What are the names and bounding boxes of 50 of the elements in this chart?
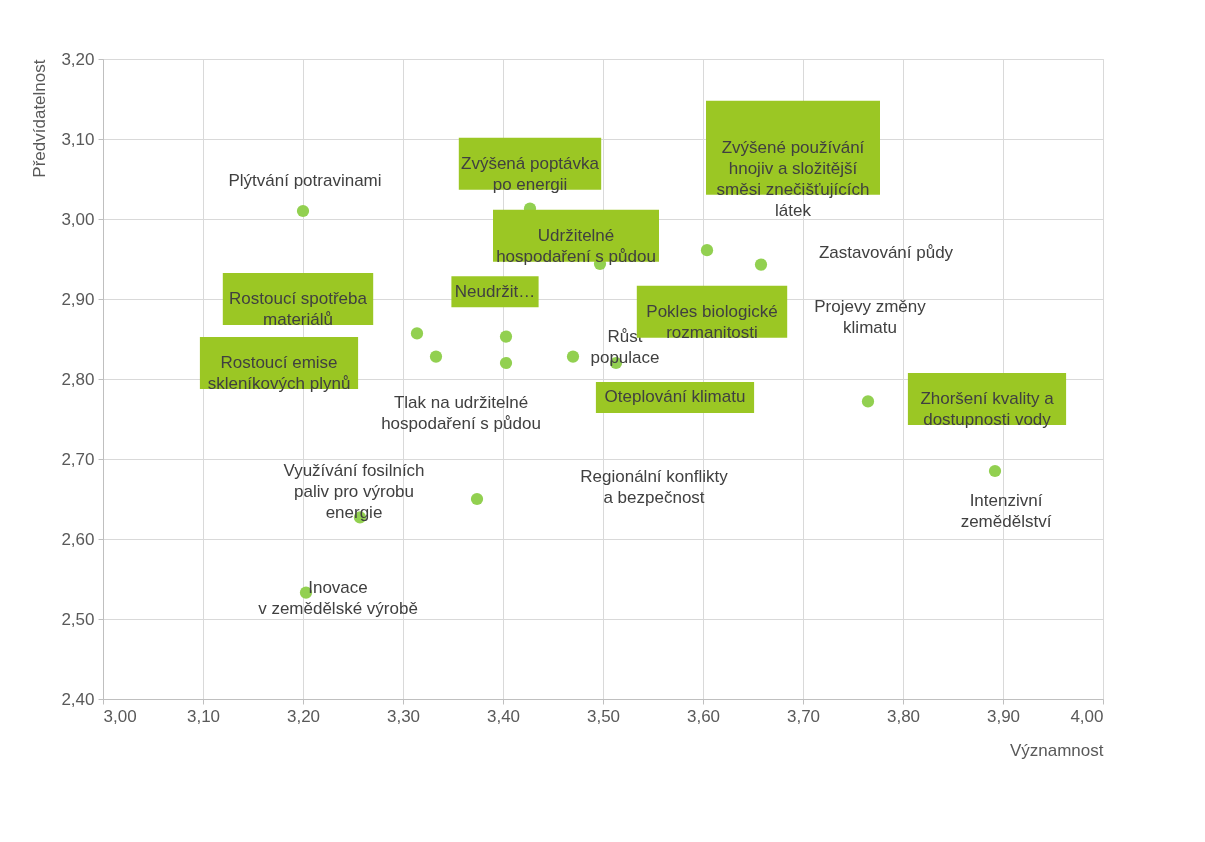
x-axis-title: Významnost (1009, 740, 1104, 760)
annotation: Zhoršení kvality a dostupnosti vody (920, 389, 1055, 429)
point (470, 492, 484, 506)
annotation: Udržitelné hospodaření s půdou (496, 225, 656, 266)
y-tick-label: 2,70 (61, 449, 95, 469)
x-tick-label: 3,90 (986, 706, 1021, 726)
point (296, 204, 310, 218)
annotation: Zastavování půdy (818, 243, 954, 263)
x-tick-label: 3,70 (786, 706, 821, 726)
y-tick-label: 2,50 (61, 609, 95, 629)
x-tick-label: 3,10 (186, 706, 221, 726)
point (499, 356, 513, 370)
point (429, 350, 443, 363)
x-tick-label: 3,40 (486, 706, 521, 726)
annotation: Neudržit… (454, 281, 536, 301)
annotation: Využívání fosilních paliv pro výrobu energie (283, 461, 425, 522)
x-tick-label: 3,30 (386, 706, 421, 726)
annotation: Pokles biologické rozmanitosti (646, 301, 778, 342)
annotation: Zvýšená poptávka po energii (461, 153, 600, 194)
point (499, 330, 513, 343)
y-tick-label: 3,00 (61, 209, 95, 229)
y-tick-label: 2,40 (61, 689, 95, 709)
annotation: Plýtvání potravinami (228, 171, 382, 191)
annotation: Inovace v zemědělské výrobě (258, 577, 418, 618)
point (988, 464, 1002, 478)
x-tick-label: 3,20 (286, 706, 321, 726)
annotation: Projevy změny klimatu (814, 297, 927, 337)
y-tick-label: 3,10 (61, 129, 95, 149)
annotation: Zvýšené používání hnojiv a složitější směsi znečišťujících látek (716, 137, 870, 220)
annotation: Rostoucí spotřeba materiálů (229, 289, 368, 329)
x-tick-label: 3,50 (586, 706, 621, 726)
x-tick-label: 3,60 (686, 706, 721, 726)
y-tick-label: 2,80 (61, 369, 95, 389)
annotation: Regionální konflikty a bezpečnost (580, 467, 729, 508)
y-axis-title: Předvídatelnost (30, 59, 50, 178)
y-tick-label: 2,60 (61, 529, 95, 549)
annotation: Rostoucí emise skleníkových plynů (207, 353, 351, 393)
point (700, 244, 714, 257)
point (566, 350, 580, 363)
annotation: Intenzivní zemědělství (960, 491, 1052, 532)
point (410, 327, 424, 340)
x-tick-label: 3,80 (886, 706, 921, 726)
annotation: Oteplování klimatu (604, 387, 746, 407)
annotation: Tlak na udržitelné hospodaření s půdou (381, 393, 541, 433)
y-tick-label: 3,20 (61, 49, 95, 69)
point (861, 395, 875, 408)
x-tick-label: 3,00 (103, 706, 137, 726)
y-tick-label: 2,90 (61, 289, 95, 309)
x-tick-label: 4,00 (1070, 706, 1104, 726)
point (754, 258, 768, 271)
